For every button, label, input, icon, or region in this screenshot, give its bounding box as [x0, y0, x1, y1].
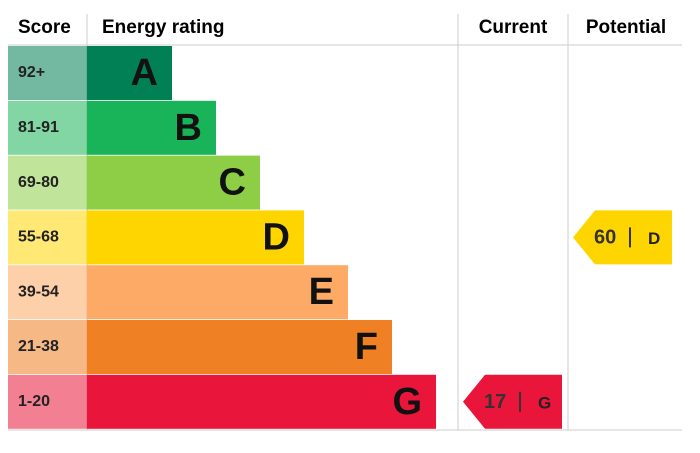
rating-bar	[87, 46, 172, 100]
current-value: 17	[484, 391, 506, 413]
potential-letter: D	[648, 229, 660, 248]
score-cell	[8, 100, 87, 155]
score-cell	[8, 155, 87, 210]
rating-letter: E	[309, 271, 334, 313]
score-cell	[8, 320, 87, 374]
score-label: 1-20	[18, 393, 50, 410]
header-rating: Energy rating	[102, 17, 224, 38]
score-label: 39-54	[18, 283, 59, 300]
potential-value: 60	[594, 227, 616, 249]
score-label: 92+	[18, 64, 45, 81]
current-arrow	[463, 374, 562, 429]
rating-letter: A	[131, 52, 158, 94]
score-cell	[8, 46, 87, 100]
rating-bar	[87, 265, 348, 320]
rating-bar	[87, 155, 260, 210]
score-label: 69-80	[18, 174, 59, 191]
rating-bar	[87, 100, 216, 155]
rating-bar	[87, 320, 392, 374]
rating-bar	[87, 374, 436, 429]
score-label: 55-68	[18, 229, 59, 246]
rating-letter: F	[355, 326, 378, 368]
potential-arrow	[573, 210, 672, 265]
current-letter: G	[538, 393, 551, 412]
rating-bar	[87, 210, 304, 265]
header-potential: Potential	[586, 17, 666, 38]
rating-letter: D	[263, 216, 290, 258]
rating-letter: G	[392, 381, 422, 423]
score-cell	[8, 265, 87, 320]
rating-letter: B	[175, 107, 202, 149]
header-current: Current	[479, 17, 548, 38]
score-label: 21-38	[18, 338, 59, 355]
score-label: 81-91	[18, 119, 59, 136]
score-cell	[8, 210, 87, 265]
rating-letter: C	[219, 162, 246, 204]
score-cell	[8, 374, 87, 429]
header-score: Score	[18, 17, 71, 38]
